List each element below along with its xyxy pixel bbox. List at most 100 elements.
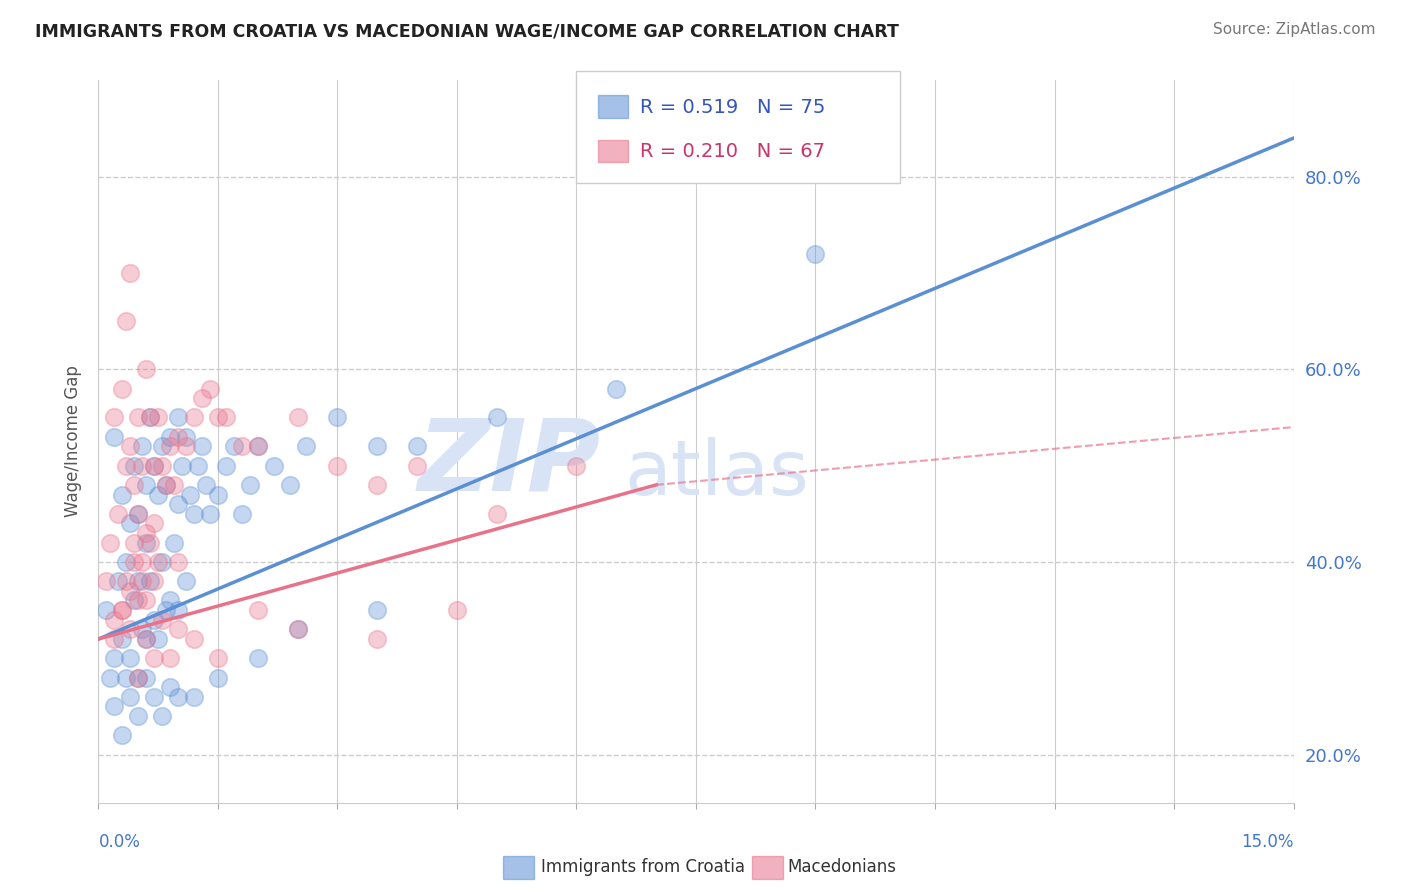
- Point: [174, 430, 197, 444]
- Point: [167, 410, 190, 425]
- Point: [163, 478, 186, 492]
- Point: [135, 671, 157, 685]
- Point: [135, 478, 157, 492]
- Point: [366, 478, 388, 492]
- Point: [139, 574, 162, 589]
- Point: [804, 246, 827, 260]
- Text: Immigrants from Croatia: Immigrants from Croatia: [541, 858, 745, 876]
- Y-axis label: Wage/Income Gap: Wage/Income Gap: [63, 366, 82, 517]
- Point: [163, 535, 186, 549]
- Point: [96, 603, 118, 617]
- Point: [96, 574, 118, 589]
- Point: [287, 623, 309, 637]
- Point: [124, 478, 146, 492]
- Point: [406, 458, 429, 473]
- Point: [207, 671, 229, 685]
- Point: [485, 410, 508, 425]
- Point: [127, 671, 149, 685]
- Point: [143, 458, 166, 473]
- Text: R = 0.210   N = 67: R = 0.210 N = 67: [640, 142, 825, 161]
- Point: [124, 593, 146, 607]
- Point: [167, 430, 190, 444]
- Point: [127, 507, 149, 521]
- Point: [120, 583, 142, 598]
- Point: [120, 623, 142, 637]
- Point: [135, 362, 157, 376]
- Point: [127, 593, 149, 607]
- Point: [195, 478, 218, 492]
- Point: [366, 632, 388, 646]
- Point: [222, 439, 245, 453]
- Point: [179, 487, 201, 501]
- Point: [127, 671, 149, 685]
- Point: [135, 593, 157, 607]
- Point: [148, 487, 170, 501]
- Point: [103, 613, 125, 627]
- Point: [174, 439, 197, 453]
- Point: [107, 574, 129, 589]
- Text: 15.0%: 15.0%: [1241, 833, 1294, 851]
- Point: [131, 623, 153, 637]
- Point: [191, 439, 214, 453]
- Text: atlas: atlas: [624, 437, 808, 511]
- Point: [159, 680, 181, 694]
- Point: [115, 555, 138, 569]
- Point: [143, 458, 166, 473]
- Point: [143, 574, 166, 589]
- Point: [187, 458, 209, 473]
- Point: [120, 651, 142, 665]
- Point: [207, 487, 229, 501]
- Point: [103, 699, 125, 714]
- Point: [167, 497, 190, 511]
- Point: [167, 623, 190, 637]
- Point: [183, 410, 205, 425]
- Point: [111, 603, 134, 617]
- Point: [207, 410, 229, 425]
- Point: [139, 535, 162, 549]
- Point: [135, 535, 157, 549]
- Point: [155, 478, 177, 492]
- Point: [111, 382, 134, 396]
- Point: [605, 382, 627, 396]
- Point: [406, 439, 429, 453]
- Point: [111, 632, 134, 646]
- Point: [111, 487, 134, 501]
- Point: [246, 439, 269, 453]
- Point: [127, 709, 149, 723]
- Point: [124, 458, 146, 473]
- Point: [127, 507, 149, 521]
- Point: [167, 555, 190, 569]
- Point: [150, 458, 173, 473]
- Point: [167, 690, 190, 704]
- Point: [103, 430, 125, 444]
- Point: [231, 507, 253, 521]
- Point: [485, 507, 508, 521]
- Point: [143, 690, 166, 704]
- Point: [246, 603, 269, 617]
- Point: [120, 439, 142, 453]
- Text: ZIP: ZIP: [418, 415, 600, 512]
- Point: [103, 632, 125, 646]
- Point: [127, 410, 149, 425]
- Point: [183, 690, 205, 704]
- Point: [124, 555, 146, 569]
- Point: [159, 430, 181, 444]
- Point: [139, 410, 162, 425]
- Point: [150, 613, 173, 627]
- Point: [183, 507, 205, 521]
- Point: [115, 574, 138, 589]
- Point: [326, 458, 349, 473]
- Point: [150, 709, 173, 723]
- Point: [111, 728, 134, 742]
- Point: [155, 603, 177, 617]
- Point: [246, 439, 269, 453]
- Point: [131, 458, 153, 473]
- Point: [143, 651, 166, 665]
- Point: [115, 458, 138, 473]
- Point: [198, 382, 221, 396]
- Point: [124, 535, 146, 549]
- Point: [366, 603, 388, 617]
- Point: [120, 690, 142, 704]
- Point: [131, 555, 153, 569]
- Point: [294, 439, 316, 453]
